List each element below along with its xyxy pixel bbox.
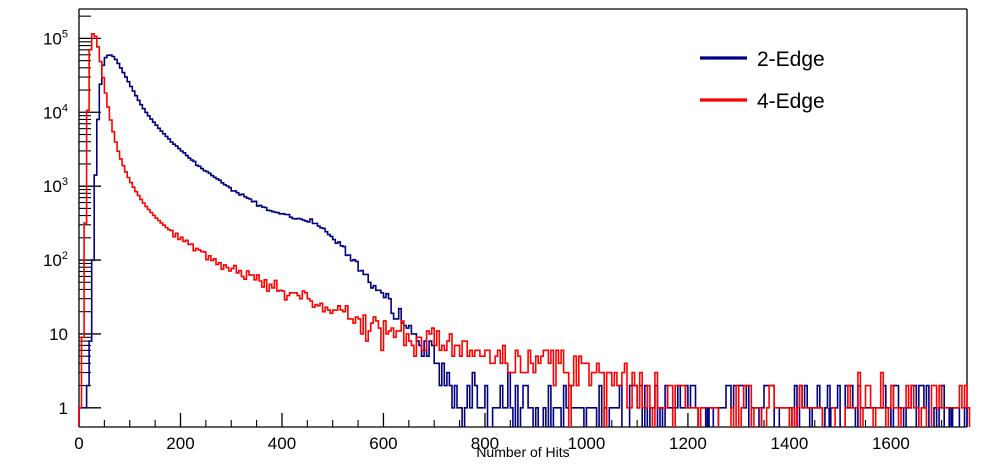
legend-label-4-edge: 4-Edge bbox=[757, 90, 825, 113]
legend-label-2-edge: 2-Edge bbox=[757, 48, 825, 71]
y-tick-label: 105 bbox=[43, 28, 68, 48]
plot-frame bbox=[78, 8, 968, 428]
x-tick-label: 1400 bbox=[770, 434, 808, 453]
y-tick-label: 10 bbox=[49, 325, 68, 344]
x-tick-label: 1600 bbox=[872, 434, 910, 453]
x-tick-label: 800 bbox=[471, 434, 499, 453]
y-tick-label: 1 bbox=[59, 399, 68, 418]
x-axis-title: Number of Hits bbox=[476, 444, 569, 460]
x-tick-label: 1000 bbox=[568, 434, 606, 453]
x-axis-title-text: Number of Hits bbox=[476, 444, 569, 460]
x-axis-tick-labels: 0 200 400 600 800 1000 1200 1400 1600 bbox=[74, 434, 910, 453]
x-tick-label: 0 bbox=[74, 434, 83, 453]
y-axis-tick-labels: 1 10 102 103 104 105 bbox=[43, 28, 68, 417]
y-tick-label: 102 bbox=[43, 250, 68, 270]
data-series-group bbox=[78, 33, 971, 427]
series-line-4-edge bbox=[78, 33, 971, 427]
x-tick-label: 1200 bbox=[669, 434, 707, 453]
x-tick-label: 400 bbox=[268, 434, 296, 453]
y-tick-label: 103 bbox=[43, 176, 68, 196]
x-tick-label: 200 bbox=[166, 434, 194, 453]
x-tick-label: 600 bbox=[369, 434, 397, 453]
series-4-edge bbox=[78, 33, 971, 427]
y-tick-label: 104 bbox=[43, 102, 68, 122]
legend: 2-Edge 4-Edge bbox=[700, 48, 825, 113]
